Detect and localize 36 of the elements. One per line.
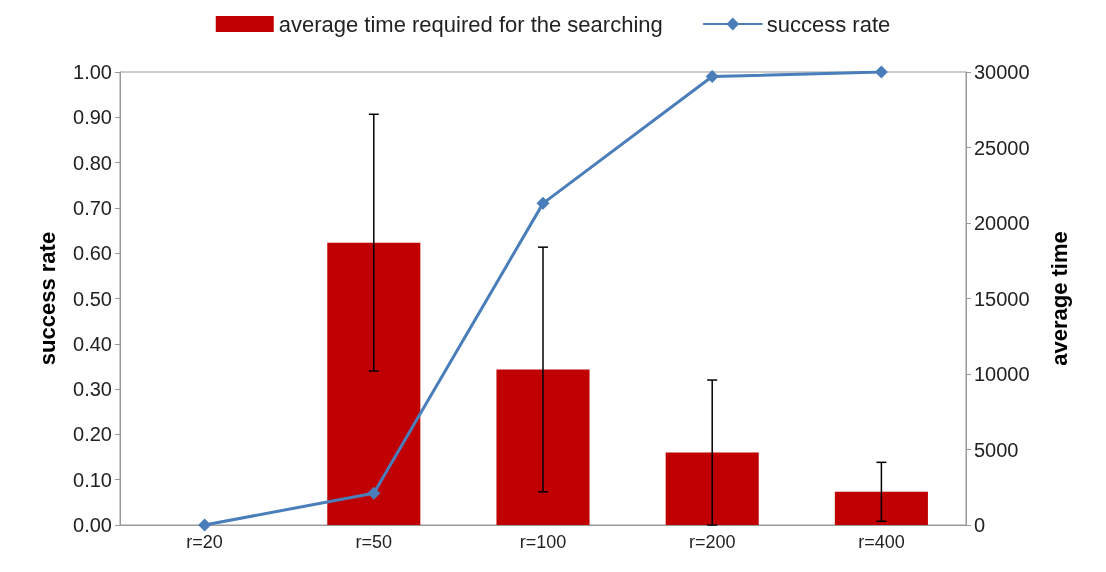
- y2-tick-label: 5000: [974, 438, 1019, 461]
- y-tick-label: 0.50: [73, 287, 112, 310]
- bar: [327, 242, 421, 525]
- y-tick-label: 0.90: [73, 106, 112, 129]
- point: [874, 65, 888, 79]
- y2-tick-label: 0: [974, 514, 986, 536]
- y-tick-label: 0.10: [73, 468, 112, 491]
- point: [536, 196, 550, 210]
- legend-label: success rate: [766, 11, 891, 37]
- x-tick-label: r=100: [519, 532, 567, 552]
- y-tick-label: 0.00: [73, 514, 112, 536]
- y2-axis-title: average time: [1046, 231, 1072, 366]
- y-tick-label: 0.80: [73, 151, 112, 174]
- x-tick-label: r=400: [858, 532, 905, 552]
- bar: [665, 452, 759, 525]
- legend-label: average time required for the searching: [278, 11, 663, 37]
- y2-tick-label: 10000: [974, 363, 1030, 385]
- point: [367, 486, 381, 500]
- y2-tick-label: 25000: [974, 136, 1030, 159]
- y-tick-label: 0.30: [73, 378, 112, 401]
- x-tick-label: r=20: [186, 532, 223, 552]
- bar: [496, 369, 590, 525]
- point: [705, 70, 719, 84]
- y-tick-label: 0.20: [73, 423, 112, 446]
- y-tick-label: 0.60: [73, 242, 112, 265]
- y2-tick-label: 15000: [974, 287, 1030, 310]
- y-axis-title: success rate: [34, 231, 60, 366]
- y-tick-label: 0.40: [73, 332, 112, 355]
- x-tick-label: r=200: [688, 532, 736, 552]
- point: [198, 518, 212, 532]
- y-tick-label: 1.00: [73, 61, 112, 83]
- y2-tick-label: 30000: [974, 61, 1030, 83]
- y-tick-label: 0.70: [73, 196, 112, 219]
- bar: [834, 491, 928, 525]
- x-tick-label: r=50: [355, 532, 393, 552]
- y2-tick-label: 20000: [974, 212, 1030, 234]
